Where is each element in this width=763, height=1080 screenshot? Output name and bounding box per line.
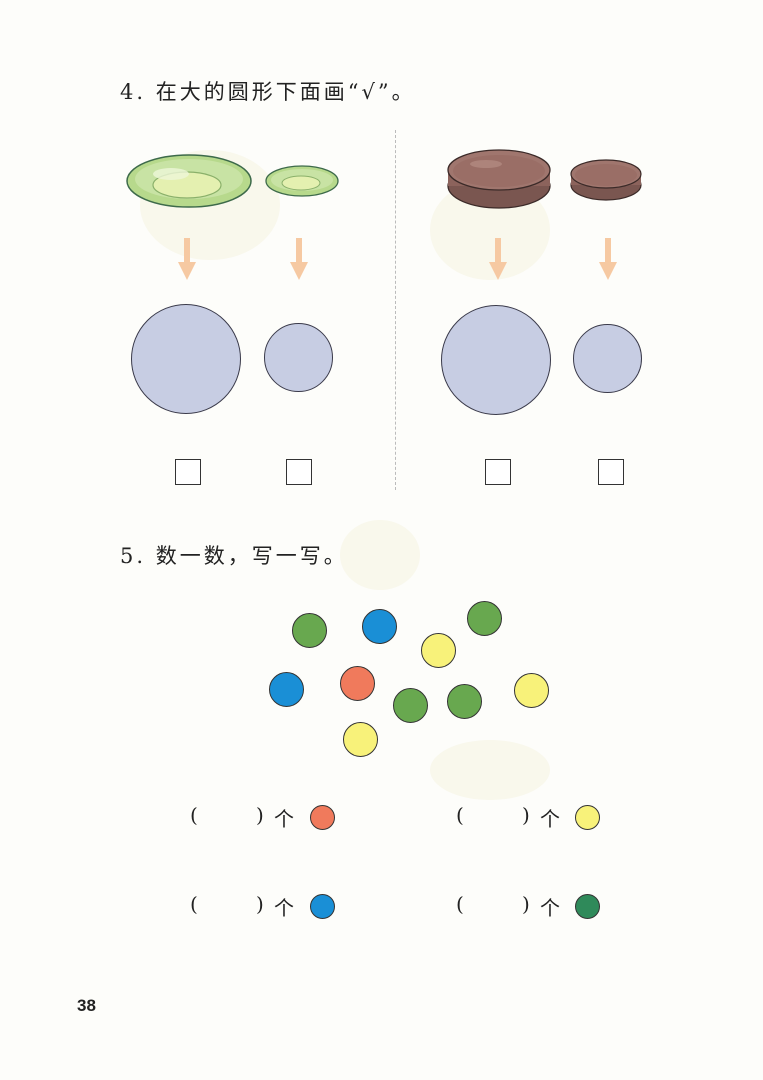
unit-label: 个 — [540, 896, 560, 920]
large-green-plate-image — [126, 154, 252, 208]
large-circle-right — [441, 305, 551, 415]
background-decoration — [430, 740, 550, 800]
down-arrow-icon — [290, 238, 308, 280]
close-paren: ) — [256, 803, 264, 827]
close-paren: ) — [522, 892, 530, 916]
down-arrow-icon — [178, 238, 196, 280]
unit-label: 个 — [274, 807, 294, 831]
unit-label: 个 — [274, 896, 294, 920]
open-paren: ( — [456, 803, 464, 827]
open-paren: ( — [190, 892, 198, 916]
yellow-dot-legend — [575, 805, 600, 830]
yellow-dot — [514, 673, 549, 708]
count-row-blue: ( ) 个 — [190, 892, 340, 922]
small-brown-plate-image — [570, 159, 642, 201]
answer-blank-yellow[interactable] — [470, 803, 520, 829]
blue-dot — [269, 672, 304, 707]
answer-blank-red[interactable] — [204, 803, 254, 829]
large-brown-plate-image — [447, 149, 551, 209]
red-dot — [340, 666, 375, 701]
green-dot — [467, 601, 502, 636]
small-circle-right — [573, 324, 642, 393]
page-number: 38 — [77, 996, 96, 1015]
green-dot — [292, 613, 327, 648]
question-5-title: 5. 数一数，写一写。 — [120, 544, 348, 568]
answer-blank-green[interactable] — [470, 892, 520, 918]
count-row-red: ( ) 个 — [190, 803, 340, 833]
small-green-plate-image — [265, 165, 339, 197]
large-circle-left — [131, 304, 241, 414]
yellow-dot — [343, 722, 378, 757]
close-paren: ) — [522, 803, 530, 827]
blue-dot — [362, 609, 397, 644]
question-4-title: 4. 在大的圆形下面画“√”。 — [120, 80, 416, 104]
green-dot — [447, 684, 482, 719]
checkbox-small-circle-right[interactable] — [598, 459, 624, 485]
green-dot — [393, 688, 428, 723]
yellow-dot — [421, 633, 456, 668]
red-dot-legend — [310, 805, 335, 830]
background-decoration — [340, 520, 420, 590]
small-circle-left — [264, 323, 333, 392]
down-arrow-icon — [489, 238, 507, 280]
open-paren: ( — [190, 803, 198, 827]
unit-label: 个 — [540, 807, 560, 831]
checkbox-small-circle-left[interactable] — [286, 459, 312, 485]
answer-blank-blue[interactable] — [204, 892, 254, 918]
section-divider — [395, 130, 396, 490]
blue-dot-legend — [310, 894, 335, 919]
down-arrow-icon — [599, 238, 617, 280]
checkbox-large-circle-right[interactable] — [485, 459, 511, 485]
green-dot-legend — [575, 894, 600, 919]
open-paren: ( — [456, 892, 464, 916]
count-row-green: ( ) 个 — [456, 892, 606, 922]
close-paren: ) — [256, 892, 264, 916]
checkbox-large-circle-left[interactable] — [175, 459, 201, 485]
count-row-yellow: ( ) 个 — [456, 803, 606, 833]
